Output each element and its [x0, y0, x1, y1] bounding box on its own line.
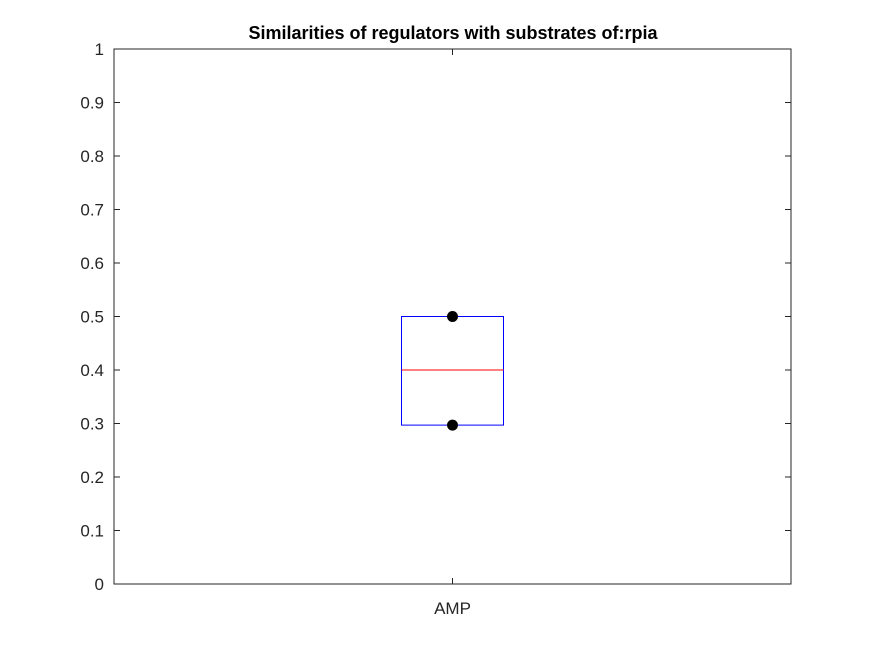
box-group [401, 311, 504, 431]
y-tick-label: 0.7 [80, 201, 104, 220]
x-tick-label: AMP [434, 599, 471, 618]
box-series [401, 311, 504, 431]
y-tick-label: 1 [95, 40, 104, 59]
y-tick-label: 0.3 [80, 415, 104, 434]
x-axis: AMP [434, 49, 471, 618]
y-tick-label: 0.5 [80, 308, 104, 327]
y-tick-label: 0.2 [80, 468, 104, 487]
y-tick-label: 0.8 [80, 147, 104, 166]
y-tick-label: 0.1 [80, 522, 104, 541]
data-point [447, 419, 458, 431]
box-iqr [401, 316, 504, 426]
y-tick-label: 0.6 [80, 254, 104, 273]
chart-title: Similarities of regulators with substrat… [248, 23, 658, 43]
y-axis: 0 0.1 0.2 0.3 0.4 0.5 0.6 0.7 0.8 0.9 1 [80, 40, 791, 594]
y-tick-label: 0.4 [80, 361, 104, 380]
y-tick-label: 0 [95, 575, 104, 594]
y-tick-label: 0.9 [80, 94, 104, 113]
data-point [447, 311, 458, 322]
